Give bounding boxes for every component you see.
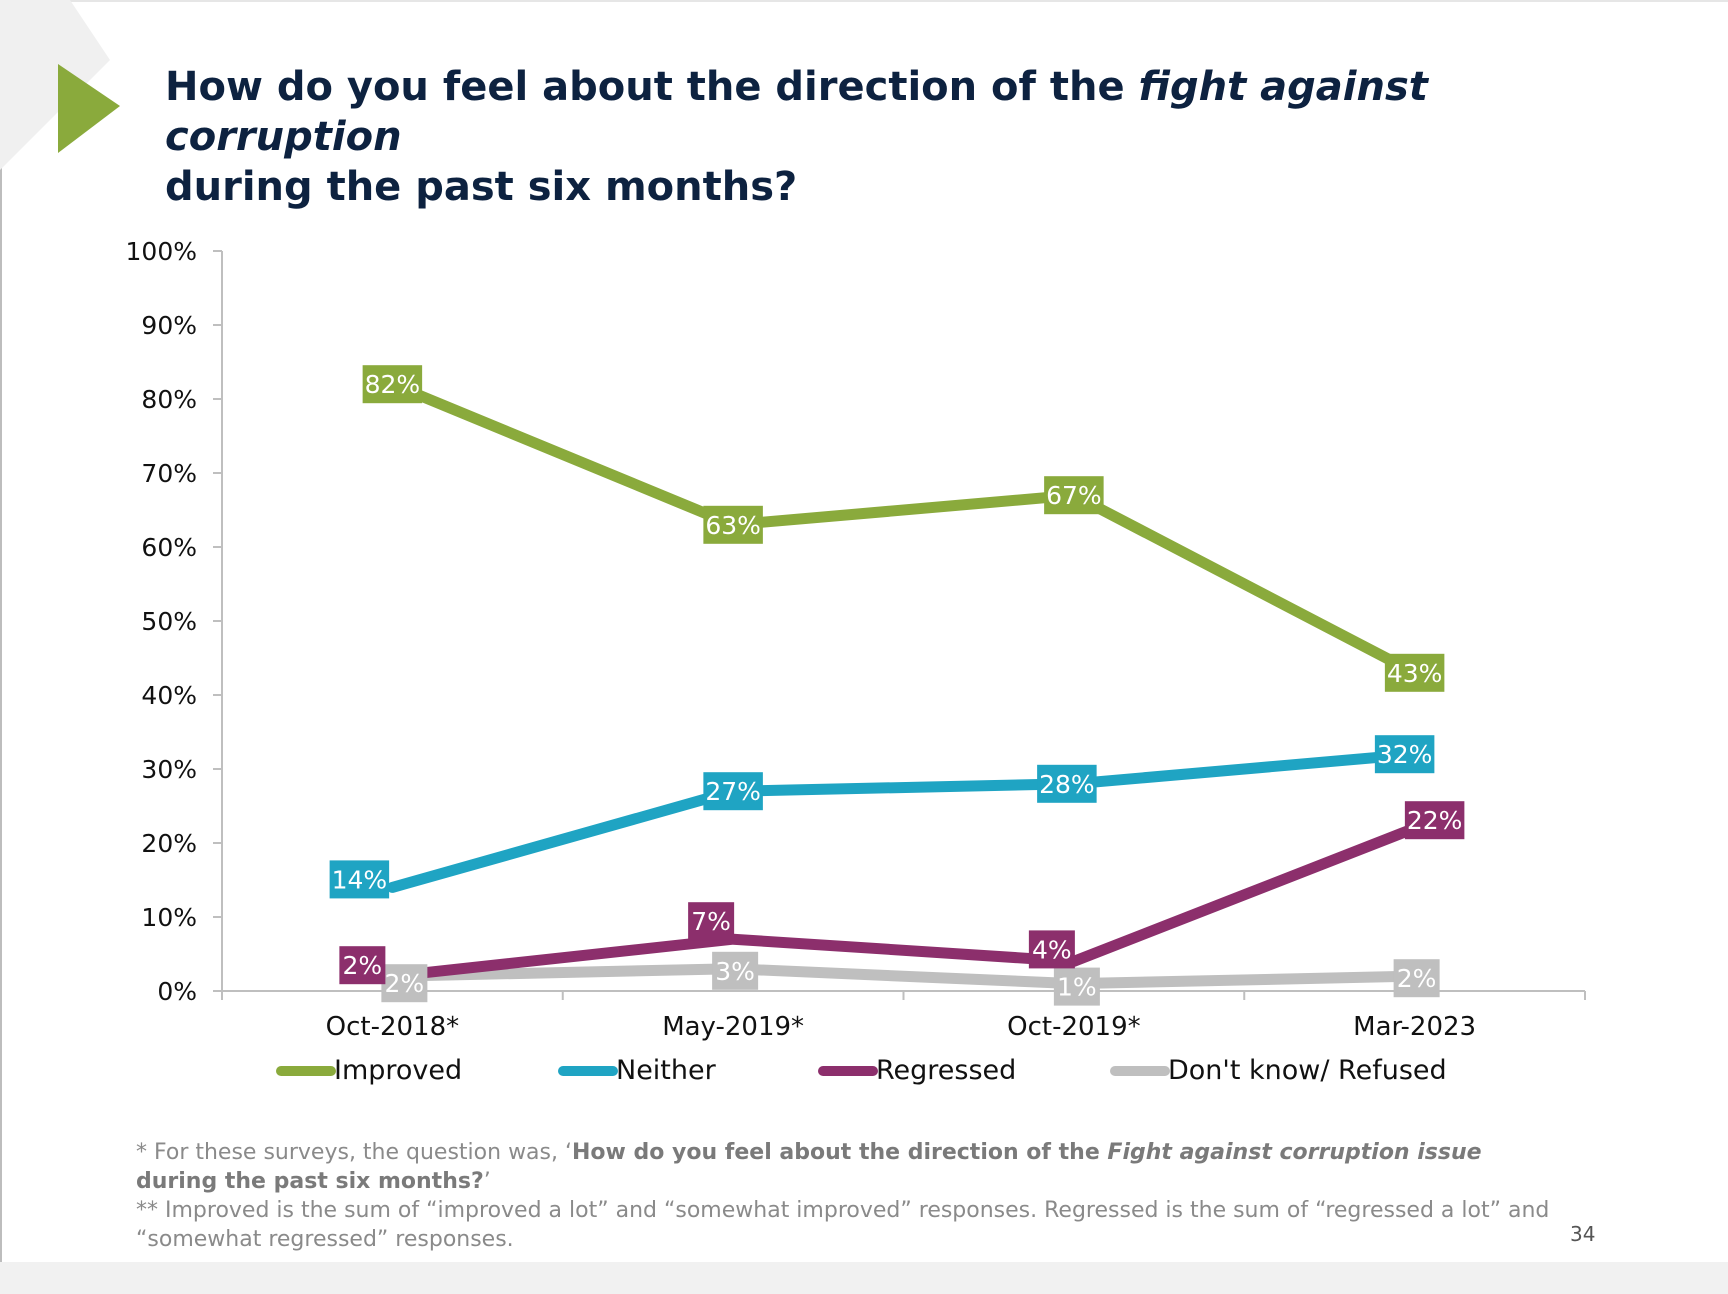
series-line-0 [386, 378, 1421, 679]
data-label-box [1384, 653, 1445, 692]
page-title: How do you feel about the direction of t… [165, 62, 1645, 212]
footnote-question-emphasis: Fight against corruption issue [1107, 1140, 1482, 1165]
footnote-line-1: * For these surveys, the question was, ‘… [136, 1138, 1556, 1196]
y-tick-label: 90% [141, 311, 197, 340]
data-label: 28% [1039, 770, 1095, 799]
legend-item: Neither [558, 1055, 716, 1086]
footnote-question-part2: during the past six months? [136, 1169, 484, 1194]
legend-item: Don't know/ Refused [1110, 1055, 1447, 1086]
top-divider [0, 0, 1728, 2]
x-tick-label: Oct-2018* [326, 1012, 460, 1042]
data-label: 14% [332, 865, 388, 894]
title-part2: during the past six months? [165, 164, 798, 210]
x-tick-label: Mar-2023 [1353, 1012, 1476, 1042]
data-label-box [381, 964, 428, 1003]
data-label: 2% [1397, 964, 1437, 993]
data-label-box [1028, 930, 1075, 969]
x-tick-label: May-2019* [662, 1012, 804, 1042]
data-label: 3% [715, 957, 755, 986]
data-label-box [703, 505, 763, 544]
data-label: 4% [1032, 935, 1072, 964]
data-label: 27% [705, 777, 761, 806]
data-label: 2% [343, 951, 383, 980]
data-label-box [1044, 476, 1104, 515]
y-tick-label: 0% [157, 977, 197, 1006]
title-emphasis: fight against corruption [165, 64, 1428, 160]
data-label: 2% [385, 969, 425, 998]
data-label: 82% [365, 370, 421, 399]
legend-item: Regressed [818, 1055, 1016, 1086]
legend-label: Don't know/ Refused [1168, 1055, 1447, 1086]
y-tick-label: 40% [141, 681, 197, 710]
data-label-box [1037, 764, 1097, 803]
data-label: 22% [1407, 806, 1463, 835]
series-line-1 [386, 748, 1421, 893]
data-label-box [1374, 735, 1435, 774]
footnote-question: How do you feel about the direction of t… [136, 1140, 1482, 1194]
data-label-box [1404, 801, 1465, 840]
data-label: 63% [705, 511, 761, 540]
legend-item: Improved [276, 1055, 462, 1086]
series-line-3 [386, 963, 1421, 990]
series-line-2 [386, 822, 1421, 982]
data-label-box [688, 902, 735, 941]
page-number: 34 [1570, 1222, 1596, 1246]
legend-swatch [818, 1065, 878, 1076]
data-label: 1% [1057, 973, 1097, 1002]
data-label-box [1393, 959, 1440, 998]
footnote-suffix: ’ [483, 1169, 491, 1194]
x-tick-label: Oct-2019* [1007, 1012, 1141, 1042]
legend-label: Neither [616, 1055, 716, 1086]
data-label-box [1053, 967, 1100, 1006]
footnote-prefix: * For these surveys, the question was, ‘ [136, 1140, 572, 1165]
footnote-question-part1: How do you feel about the direction of t… [571, 1140, 1108, 1165]
legend-label: Improved [334, 1055, 463, 1086]
data-label: 43% [1387, 659, 1443, 688]
chart-legend: Improved Neither Regressed Don't know/ Refu… [0, 1055, 1728, 1095]
y-tick-label: 20% [141, 829, 197, 858]
footnote: * For these surveys, the question was, ‘… [136, 1138, 1556, 1254]
y-tick-label: 80% [141, 385, 197, 414]
legend-label: Regressed [876, 1055, 1017, 1086]
data-label-box [329, 860, 390, 899]
title-part1: How do you feel about the direction of t… [165, 64, 1139, 110]
y-tick-label: 100% [126, 237, 197, 266]
legend-swatch [1110, 1065, 1170, 1076]
data-label-box [339, 946, 386, 985]
data-label: 32% [1377, 740, 1433, 769]
data-label-box [362, 365, 423, 404]
chart-data-labels: 2% 3%1% 2%2%7%4%22%14%27% 28%32%82%63%67%43… [329, 365, 1465, 1006]
data-label: 7% [691, 907, 731, 936]
legend-swatch [558, 1065, 618, 1076]
footnote-line-2: ** Improved is the sum of “improved a lo… [136, 1198, 1550, 1252]
bottom-band [0, 1262, 1728, 1294]
y-tick-label: 60% [141, 533, 197, 562]
data-label: 67% [1046, 481, 1102, 510]
y-tick-label: 10% [141, 903, 197, 932]
data-label-box [703, 772, 763, 811]
legend-swatch [276, 1065, 336, 1076]
y-tick-label: 50% [141, 607, 197, 636]
y-tick-label: 30% [141, 755, 197, 784]
chart-axes: 0% 10% 20% 30% 40% 50% 60% 70% 80% 90% 100% Oct-201… [126, 237, 1586, 1042]
y-tick-label: 70% [141, 459, 197, 488]
left-divider [0, 0, 2, 1294]
data-label-box [712, 951, 759, 990]
corner-arrow-icon [0, 0, 120, 170]
chart-series-lines [386, 378, 1421, 990]
